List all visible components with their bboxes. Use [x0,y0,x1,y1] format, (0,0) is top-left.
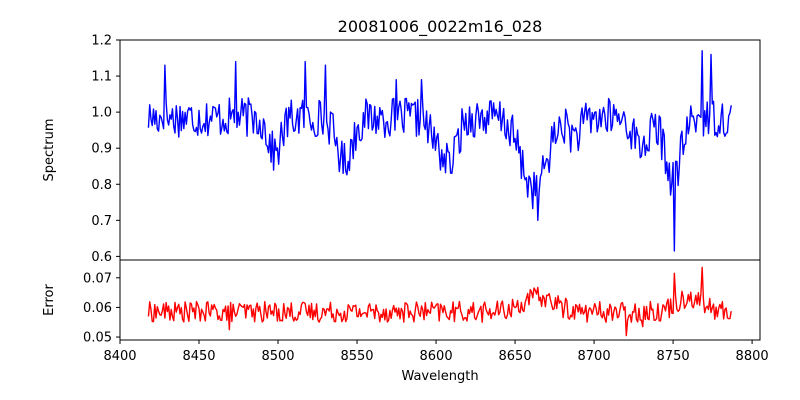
x-tick-label: 8650 [499,349,532,364]
spectrum-y-tick-label: 1.1 [91,70,112,85]
spectrum-y-tick-label: 1.2 [91,34,112,49]
spectrum-y-axis-label: Spectrum [42,119,57,182]
error-y-axis-label: Error [42,284,57,316]
x-tick-label: 8550 [340,349,373,364]
error-y-axis: 0.05 0.06 0.07 [83,271,120,346]
x-tick-label: 8600 [420,349,453,364]
spectrum-y-tick-label: 1.0 [91,106,112,121]
spectrum-y-tick-label: 0.9 [91,142,112,157]
x-tick-label: 8700 [578,349,611,364]
x-tick-label: 8400 [103,349,136,364]
error-series-line [147,266,732,337]
error-y-tick-label: 0.07 [83,271,112,286]
x-tick-label: 8500 [261,349,294,364]
error-y-tick-label: 0.06 [83,301,112,316]
x-axis-label: Wavelength [401,369,478,384]
spectrum-y-tick-label: 0.8 [91,178,112,193]
spectrum-series-line [147,50,732,252]
error-y-tick-label: 0.05 [83,331,112,346]
x-tick-label: 8800 [736,349,769,364]
chart-title: 20081006_0022m16_028 [338,17,543,37]
error-panel: 0.05 0.06 0.07 Error [42,259,761,346]
spectrum-y-tick-label: 0.6 [91,250,112,265]
x-axis: 8400 8450 8500 8550 8600 8650 8700 8750 8800 [103,340,769,364]
x-tick-label: 8450 [182,349,215,364]
error-axes-frame [119,259,761,341]
x-tick-label: 8750 [657,349,690,364]
spectrum-y-tick-label: 0.7 [91,214,112,229]
spectrum-y-axis: 0.6 0.7 0.8 0.9 1.0 1.1 1.2 [91,34,120,265]
